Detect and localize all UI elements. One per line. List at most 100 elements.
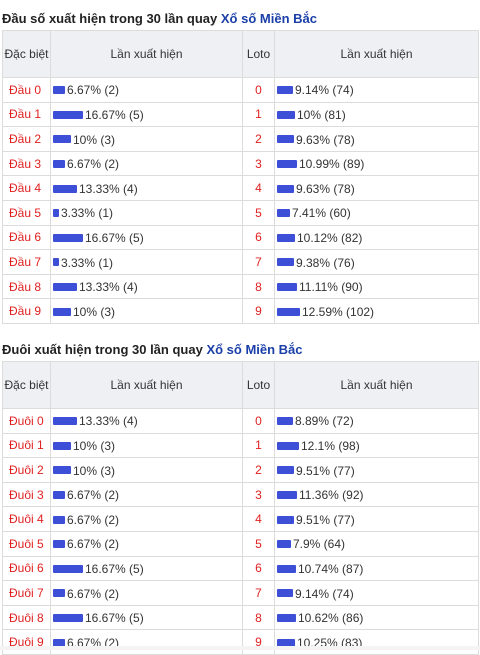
- frequency-value: 16.67% (5): [85, 107, 144, 122]
- loto-number: 2: [242, 126, 275, 152]
- loto-number: 5: [242, 530, 275, 557]
- loto-number: 1: [242, 101, 275, 128]
- frequency-bar: [277, 282, 297, 291]
- loto-number: 8: [242, 273, 275, 300]
- frequency-value: 16.67% (5): [85, 561, 144, 576]
- frequency-value: 13.33% (4): [79, 414, 138, 429]
- frequency-value: 7.41% (60): [292, 206, 351, 221]
- count-cell: 6.67% (2): [50, 580, 243, 606]
- frequency-bar: [53, 209, 59, 218]
- count-cell: 6.67% (2): [50, 481, 243, 508]
- loto-number: 4: [242, 506, 275, 532]
- count-cell-2: 10.62% (86): [274, 604, 479, 631]
- count-cell-2: 11.11% (90): [274, 273, 479, 300]
- row-label: Đuôi 0: [2, 408, 51, 434]
- header-loto: Loto: [242, 30, 275, 78]
- table-row: Đuôi 8 16.67% (5) 8 10.62% (86): [2, 604, 479, 631]
- count-cell: 13.33% (4): [50, 273, 243, 300]
- count-cell: 13.33% (4): [50, 408, 243, 434]
- frequency-bar: [277, 135, 294, 144]
- frequency-bar: [277, 638, 295, 647]
- count-cell: 6.67% (2): [50, 629, 243, 655]
- count-cell-2: 7.9% (64): [274, 530, 479, 557]
- table-row: Đầu 2 10% (3) 2 9.63% (78): [2, 126, 479, 152]
- frequency-bar: [277, 209, 290, 218]
- table-row: Đầu 3 6.67% (2) 3 10.99% (89): [2, 150, 479, 177]
- frequency-value: 12.1% (98): [301, 438, 360, 453]
- count-cell-2: 7.41% (60): [274, 199, 479, 226]
- row-label: Đầu 8: [2, 273, 51, 300]
- table-row: Đuôi 3 6.67% (2) 3 11.36% (92): [2, 481, 479, 508]
- count-cell-2: 9.14% (74): [274, 580, 479, 606]
- xsmb-link[interactable]: Xổ số Miền Bắc: [206, 342, 303, 357]
- frequency-value: 10.74% (87): [298, 561, 364, 576]
- count-cell-2: 9.51% (77): [274, 457, 479, 483]
- count-cell: 6.67% (2): [50, 530, 243, 557]
- frequency-bar: [53, 490, 65, 499]
- row-label: Đuôi 6: [2, 555, 51, 582]
- frequency-bar: [277, 564, 296, 573]
- frequency-value: 6.67% (2): [67, 487, 120, 502]
- frequency-value: 9.14% (74): [295, 83, 354, 98]
- row-label: Đầu 3: [2, 150, 51, 177]
- row-label: Đầu 4: [2, 175, 51, 201]
- frequency-bar: [53, 258, 59, 267]
- frequency-value: 16.67% (5): [85, 610, 144, 625]
- table-row: Đuôi 6 16.67% (5) 6 10.74% (87): [2, 555, 479, 582]
- table-row: Đuôi 4 6.67% (2) 4 9.51% (77): [2, 506, 479, 532]
- frequency-bar: [277, 515, 294, 524]
- frequency-bar: [53, 564, 83, 573]
- row-label: Đuôi 1: [2, 432, 51, 459]
- count-cell: 10% (3): [50, 457, 243, 483]
- frequency-value: 10% (3): [73, 463, 116, 478]
- header-count: Lần xuất hiện: [50, 361, 243, 409]
- frequency-value: 10.62% (86): [298, 610, 364, 625]
- row-label: Đuôi 4: [2, 506, 51, 532]
- table-row: Đầu 8 13.33% (4) 8 11.11% (90): [2, 273, 479, 300]
- row-label: Đuôi 5: [2, 530, 51, 557]
- frequency-bar: [53, 184, 77, 193]
- xsmb-link[interactable]: Xổ số Miền Bắc: [220, 11, 317, 26]
- frequency-value: 6.67% (2): [67, 83, 120, 98]
- frequency-bar: [277, 233, 295, 242]
- header-special: Đặc biệt: [2, 361, 51, 409]
- frequency-bar: [53, 135, 71, 144]
- table-row: Đuôi 2 10% (3) 2 9.51% (77): [2, 457, 479, 483]
- loto-number: 1: [242, 432, 275, 459]
- row-label: Đầu 1: [2, 101, 51, 128]
- footer-strip: [0, 646, 480, 650]
- count-cell-2: 8.89% (72): [274, 408, 479, 434]
- frequency-value: 8.89% (72): [295, 414, 354, 429]
- count-cell-2: 10.99% (89): [274, 150, 479, 177]
- count-cell-2: 9.14% (74): [274, 77, 479, 103]
- table-row: Đầu 5 3.33% (1) 5 7.41% (60): [2, 199, 479, 226]
- frequency-bar: [53, 515, 65, 524]
- header-count: Lần xuất hiện: [50, 30, 243, 78]
- frequency-value: 10% (3): [73, 132, 116, 147]
- frequency-bar: [53, 613, 83, 622]
- frequency-value: 10% (3): [73, 438, 116, 453]
- table-row: Đuôi 7 6.67% (2) 7 9.14% (74): [2, 580, 479, 606]
- count-cell-2: 12.1% (98): [274, 432, 479, 459]
- frequency-bar: [277, 466, 294, 475]
- frequency-bar: [53, 233, 83, 242]
- frequency-value: 9.63% (78): [296, 132, 355, 147]
- frequency-value: 9.51% (77): [296, 463, 355, 478]
- row-label: Đầu 7: [2, 249, 51, 275]
- count-cell: 10% (3): [50, 432, 243, 459]
- loto-number: 2: [242, 457, 275, 483]
- frequency-bar: [277, 184, 294, 193]
- frequency-value: 3.33% (1): [61, 206, 114, 221]
- frequency-bar: [53, 417, 77, 426]
- frequency-value: 13.33% (4): [79, 279, 138, 294]
- section-duoi: Đuôi xuất hiện trong 30 lần quay Xổ số M…: [2, 339, 479, 655]
- row-label: Đuôi 9: [2, 629, 51, 655]
- frequency-bar: [277, 540, 291, 549]
- count-cell: 6.67% (2): [50, 77, 243, 103]
- frequency-bar: [277, 589, 293, 598]
- frequency-bar: [53, 282, 77, 291]
- section-title: Đầu số xuất hiện trong 30 lần quay Xổ số…: [2, 11, 317, 26]
- frequency-bar: [53, 159, 65, 168]
- count-cell-2: 9.63% (78): [274, 126, 479, 152]
- frequency-value: 12.59% (102): [302, 304, 375, 319]
